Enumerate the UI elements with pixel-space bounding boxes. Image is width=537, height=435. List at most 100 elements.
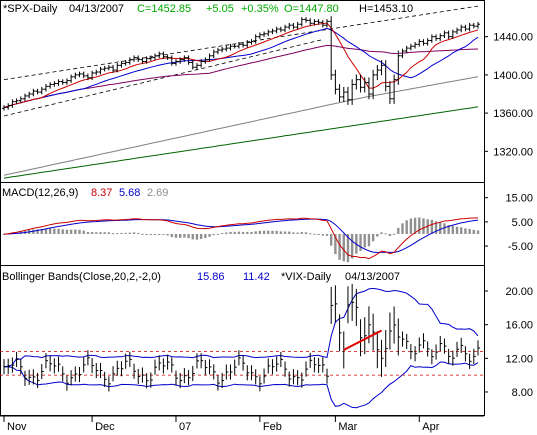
macd-histogram-bar <box>405 220 408 234</box>
y-tick-label: 15.00 <box>505 193 533 205</box>
macd-header-hist: 2.69 <box>147 187 168 199</box>
macd-histogram-bar <box>262 230 266 234</box>
price-header-close: C=1452.85 <box>137 3 191 15</box>
macd-histogram-bar <box>178 233 182 238</box>
y-tick-label: 8.00 <box>512 387 533 399</box>
macd-histogram-bar <box>455 226 459 234</box>
bb-panel-frame <box>0 265 485 416</box>
macd-histogram-bar <box>447 225 450 234</box>
macd-histogram-bar <box>82 230 85 234</box>
macd-histogram-bar <box>216 233 220 235</box>
macd-histogram-bar <box>275 230 278 234</box>
macd-histogram-bar <box>359 233 362 252</box>
macd-histogram-bar <box>434 221 438 234</box>
macd-histogram-bar <box>225 232 228 234</box>
macd-histogram-bar <box>170 233 173 238</box>
macd-histogram-bar <box>86 231 90 234</box>
macd-histogram-bar <box>371 233 375 242</box>
macd-histogram-bar <box>208 233 211 237</box>
macd-histogram-bar <box>418 217 421 234</box>
sma-20-line <box>3 27 479 108</box>
macd-histogram-bar <box>233 231 236 234</box>
macd-histogram-bar <box>162 233 165 235</box>
macd-histogram-bar <box>309 233 312 235</box>
macd-histogram-bar <box>451 225 455 234</box>
macd-histogram-bar <box>95 232 98 234</box>
macd-histogram-bar <box>439 222 442 234</box>
macd-histogram-bar <box>460 227 463 234</box>
macd-histogram-bar <box>317 233 320 235</box>
macd-histogram-bar <box>397 227 400 234</box>
macd-histogram-bar <box>472 229 476 234</box>
price-header-pct: +0.35% <box>241 3 279 15</box>
y-tick-label: 1320.00 <box>493 146 533 158</box>
y-tick-label: 1360.00 <box>493 108 533 120</box>
macd-histogram-bar <box>254 231 257 234</box>
price-header-high: H=1453.10 <box>359 3 413 15</box>
macd-histogram-bar <box>78 229 81 234</box>
macd-histogram-bar <box>107 232 111 234</box>
macd-histogram-bar <box>329 233 333 246</box>
macd-histogram-bar <box>153 233 157 235</box>
macd-panel <box>2 217 480 263</box>
macd-histogram-bar <box>430 219 434 234</box>
macd-histogram-bar <box>137 232 140 234</box>
macd-histogram-bar <box>183 233 186 238</box>
macd-histogram-bar <box>313 233 316 235</box>
macd-histogram-bar <box>111 233 115 235</box>
macd-histogram-bar <box>321 233 324 236</box>
macd-histogram-bar <box>53 228 56 234</box>
macd-histogram-bar <box>44 228 48 234</box>
macd-histogram-bar <box>141 233 144 235</box>
x-tick-label: 07 <box>179 421 191 433</box>
macd-line <box>3 217 479 260</box>
macd-histogram-bar <box>65 229 69 234</box>
bb-header-lower: 11.42 <box>243 271 270 283</box>
macd-histogram-bar <box>90 232 94 234</box>
macd-histogram-bar <box>36 229 39 234</box>
price-panel <box>2 5 480 179</box>
sma-100-line <box>3 76 479 176</box>
macd-histogram-bar <box>334 233 337 255</box>
x-tick-label: Dec <box>95 421 115 433</box>
x-tick-label: Feb <box>263 421 282 433</box>
macd-histogram-bar <box>338 233 341 260</box>
macd-histogram-bar <box>304 232 308 234</box>
y-tick-label: 12.00 <box>505 353 533 365</box>
macd-histogram-bar <box>388 233 392 236</box>
macd-histogram-bar <box>204 233 207 239</box>
price-panel-frame <box>0 0 485 183</box>
vix-trend-line <box>343 329 382 351</box>
macd-histogram-bar <box>69 229 73 234</box>
channel-upper-line <box>3 5 479 81</box>
macd-histogram-bar <box>212 233 215 236</box>
macd-histogram-bar <box>325 233 329 236</box>
macd-histogram-bar <box>279 231 283 234</box>
y-tick-label: -5.00 <box>508 241 533 253</box>
bb-header-upper: 15.86 <box>197 271 225 283</box>
macd-histogram-bar <box>464 228 467 234</box>
macd-histogram-bar <box>128 232 132 234</box>
price-header-open: O=1447.80 <box>284 3 339 15</box>
sma-10-line <box>3 22 479 108</box>
macd-histogram-bar <box>2 233 6 235</box>
x-tick-label: Apr <box>422 421 439 433</box>
macd-histogram-bar <box>174 233 178 238</box>
bb-upper-band <box>3 287 479 368</box>
macd-histogram-bar <box>120 232 123 234</box>
macd-histogram-bar <box>220 232 224 234</box>
macd-histogram-bar <box>237 231 241 234</box>
macd-histogram-bar <box>296 232 299 234</box>
macd-histogram-bar <box>166 233 169 236</box>
macd-histogram-bar <box>292 232 295 234</box>
macd-histogram-bar <box>267 230 270 234</box>
macd-histogram-bar <box>229 231 232 234</box>
bb-lower-band <box>3 361 479 409</box>
macd-histogram-bar <box>250 231 253 234</box>
macd-histogram-bar <box>376 233 379 237</box>
macd-histogram-bar <box>346 233 350 263</box>
macd-signal-line <box>3 218 479 254</box>
macd-histogram-bar <box>187 233 190 239</box>
macd-histogram-bar <box>380 232 383 234</box>
